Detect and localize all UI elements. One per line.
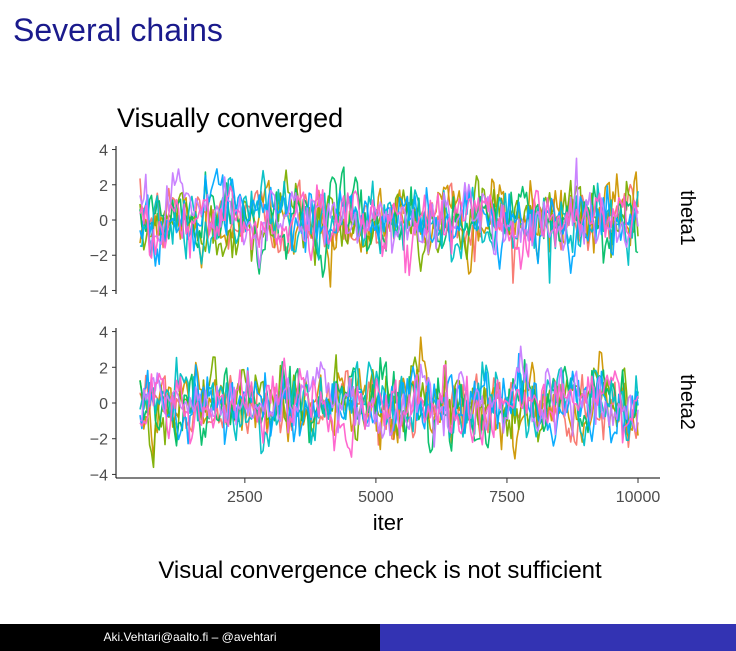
y-tick-label: 4 (99, 143, 108, 160)
chain-line-8 (139, 357, 639, 458)
y-tick-label: 0 (99, 213, 108, 230)
y-tick-label: −2 (90, 432, 108, 449)
y-tick-label: 4 (99, 325, 108, 342)
x-tick-label: 2500 (227, 489, 263, 506)
strip-label-theta2: theta2 (676, 374, 698, 430)
x-tick-label: 7500 (489, 489, 525, 506)
footer-author: Aki.Vehtari@aalto.fi – @avehtari (0, 624, 380, 651)
chart-title: Visually converged (117, 103, 343, 133)
footer-bar (380, 624, 736, 651)
panel-theta2: −4 −2 0 2 4 (90, 325, 639, 484)
slide-caption: Visual convergence check is not sufficie… (158, 557, 602, 584)
chain-line-6 (139, 168, 639, 275)
x-tick-label: 10000 (616, 489, 661, 506)
y-tick-label: −4 (90, 467, 108, 484)
strip-label-theta1: theta1 (676, 190, 698, 246)
y-tick-label: 0 (99, 396, 108, 413)
trace-plot: Visually converged −4 −2 0 2 4 −4 −2 0 2 4 2500 5… (90, 103, 698, 535)
y-tick-label: −2 (90, 248, 108, 265)
footer: Aki.Vehtari@aalto.fi – @avehtari (0, 624, 736, 651)
x-tick-label: 5000 (358, 489, 394, 506)
y-tick-label: −4 (90, 283, 108, 300)
panel-theta1: −4 −2 0 2 4 (90, 143, 639, 300)
slide-title: Several chains (13, 12, 223, 48)
y-tick-label: 2 (99, 178, 108, 195)
x-axis-label: iter (373, 510, 404, 535)
y-tick-label: 2 (99, 360, 108, 377)
chain-line-8 (139, 184, 639, 277)
x-ticks: 2500 5000 7500 10000 (227, 478, 660, 506)
